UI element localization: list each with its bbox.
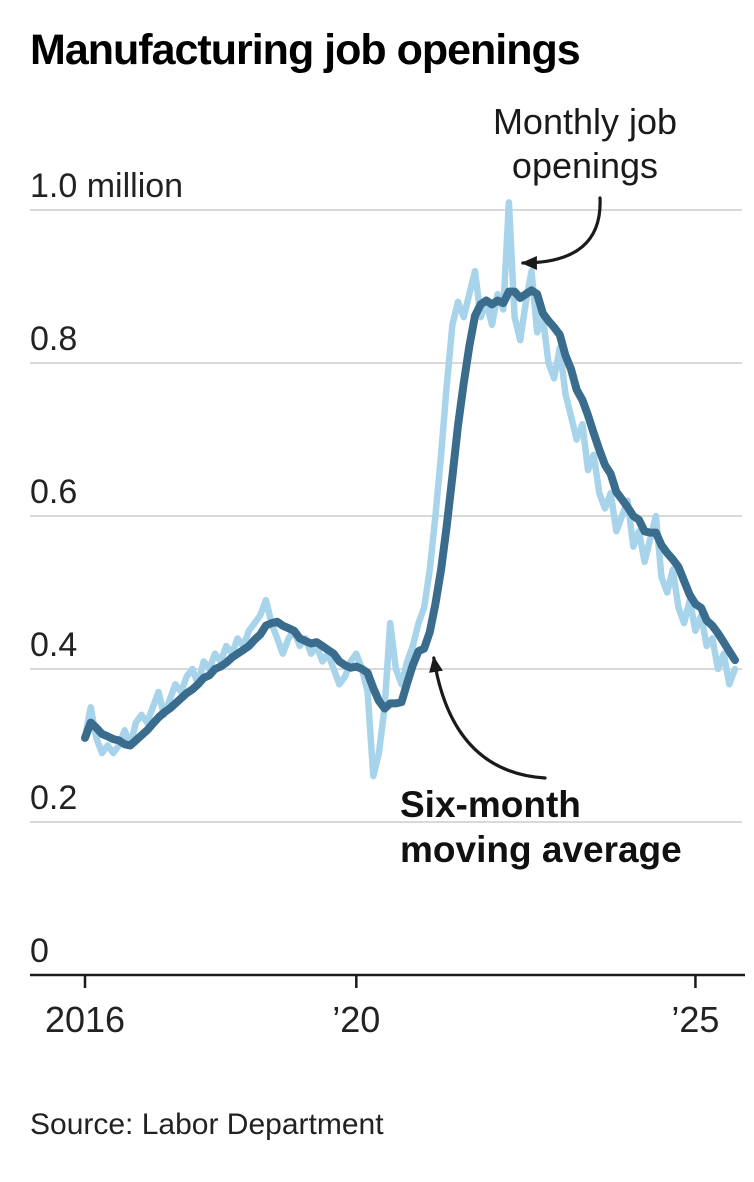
moving-average-annotation-arrow bbox=[429, 656, 547, 780]
annotation-six-month-moving-average: Six-month moving average bbox=[400, 782, 740, 872]
monthly-annotation-arrow bbox=[520, 196, 602, 270]
annotation-line: Six-month bbox=[400, 784, 581, 825]
annotation-line: Monthly job bbox=[492, 101, 678, 142]
monthly-series-line bbox=[81, 199, 739, 780]
x-tick-label: 2016 bbox=[45, 999, 125, 1040]
y-tick-label: 0.6 bbox=[30, 473, 77, 511]
y-tick-label: 0.2 bbox=[30, 779, 77, 817]
annotation-line: openings bbox=[511, 144, 659, 186]
y-tick-label: 1.0 million bbox=[30, 167, 183, 205]
y-tick-label: 0 bbox=[30, 932, 49, 970]
annotation-monthly-job-openings: Monthly job openings bbox=[425, 100, 745, 188]
annotation-line: moving average bbox=[400, 829, 682, 871]
y-tick-label: 0.8 bbox=[30, 320, 77, 358]
x-tick-label: ’20 bbox=[332, 999, 380, 1040]
chart-title: Manufacturing job openings bbox=[30, 26, 581, 74]
y-tick-label: 0.4 bbox=[30, 626, 77, 664]
source-note: Source: Labor Department bbox=[30, 1108, 384, 1141]
x-tick-label: ’25 bbox=[671, 999, 719, 1040]
moving-average-line bbox=[81, 286, 739, 750]
